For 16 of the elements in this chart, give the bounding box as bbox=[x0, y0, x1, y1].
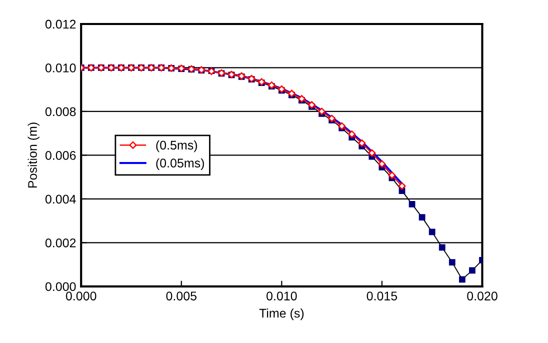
x-tick-label: 0.000 bbox=[66, 292, 96, 300]
y-tick-label: 0.008 bbox=[45, 107, 76, 116]
legend-label: (0.5ms) bbox=[156, 140, 198, 152]
y-tick-label: 0.010 bbox=[45, 64, 76, 72]
y-axis-title: Position (m) bbox=[28, 122, 40, 188]
x-tick-label: 0.010 bbox=[266, 292, 297, 300]
x-tick-label: 0.020 bbox=[467, 292, 498, 300]
y-tick-label: 0.004 bbox=[45, 194, 76, 204]
legend-label: (0.05ms) bbox=[156, 158, 204, 170]
y-tick-label: 0.000 bbox=[45, 282, 76, 292]
x-tick-label: 0.005 bbox=[166, 292, 197, 300]
y-tick-label: 0.012 bbox=[45, 20, 76, 29]
x-axis-title: Time (s) bbox=[259, 308, 304, 320]
y-tick-label: 0.002 bbox=[45, 238, 76, 248]
x-tick-label: 0.015 bbox=[366, 292, 398, 300]
y-tick-label: 0.006 bbox=[45, 151, 76, 160]
